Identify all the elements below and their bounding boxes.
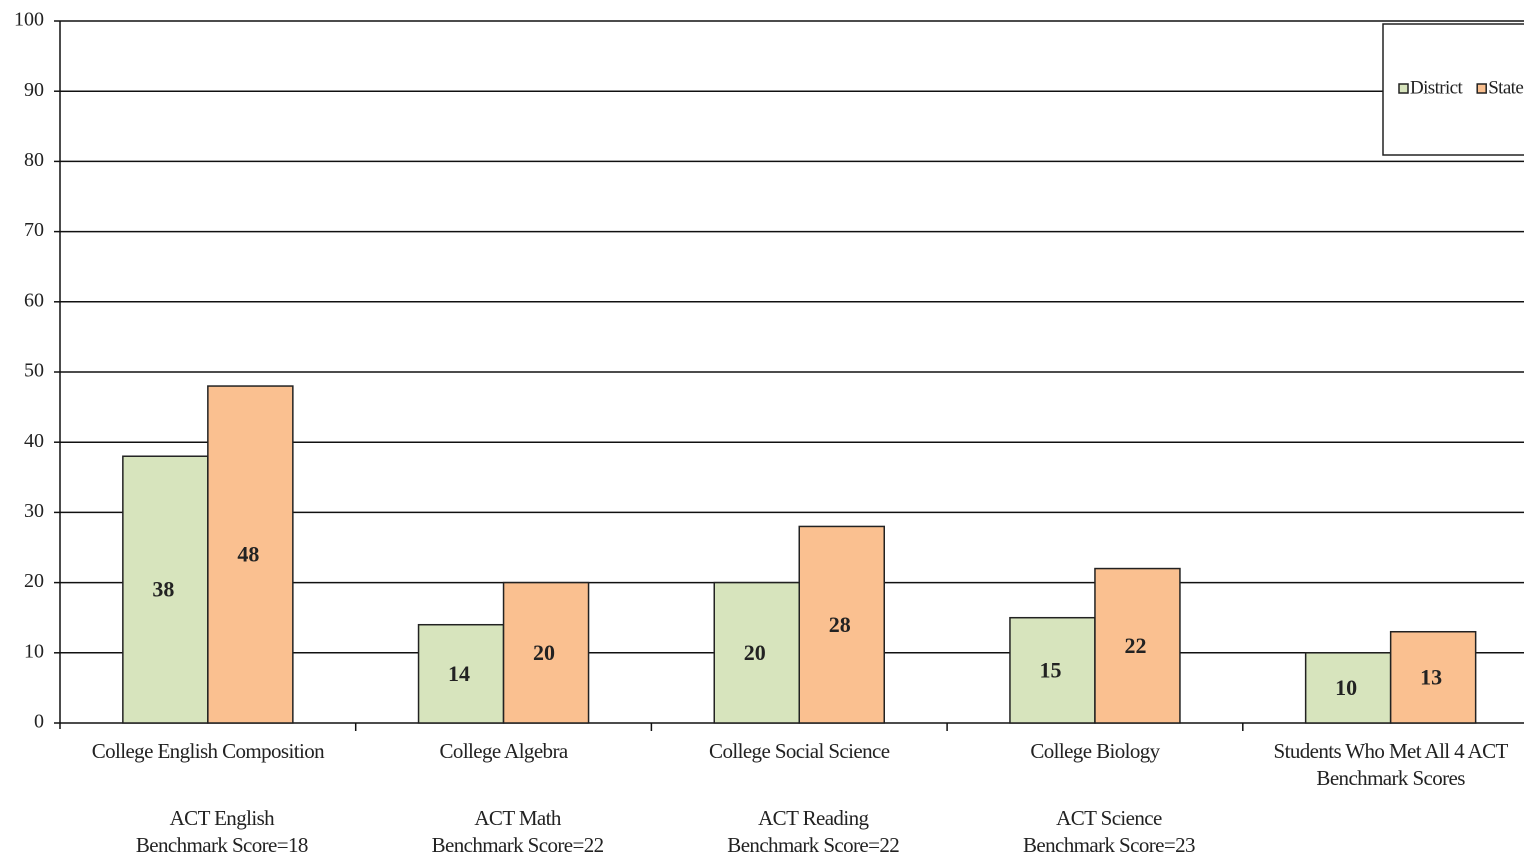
y-tick-label: 90: [24, 79, 44, 101]
benchmark-score: Benchmark Score=22: [431, 833, 605, 857]
data-label: 48: [237, 542, 259, 567]
data-label: 15: [1039, 657, 1061, 682]
data-label: 38: [152, 577, 174, 602]
bar: [502, 581, 590, 724]
bar: [207, 385, 294, 724]
benchmark-score: Benchmark Score=18: [135, 833, 309, 857]
data-label: 20: [744, 640, 766, 665]
data-label: 14: [448, 661, 470, 686]
bar: [1304, 652, 1392, 724]
bar: [1009, 616, 1096, 724]
benchmark-test: ACT Science: [1056, 806, 1162, 830]
legend-label: State: [1488, 77, 1523, 98]
y-tick-label: 30: [24, 500, 44, 522]
bar: [417, 623, 505, 724]
legend-label: District: [1410, 77, 1464, 98]
x-tick-label: College Algebra: [439, 739, 569, 763]
data-label: 28: [829, 612, 851, 637]
legend-swatch: [1398, 83, 1409, 94]
x-tick-label: Students Who Met All 4 ACT Benchmark Sco…: [1273, 739, 1509, 790]
y-tick-label: 70: [24, 219, 44, 241]
y-tick-label: 10: [24, 640, 44, 662]
x-tick-label: College Biology: [1030, 739, 1160, 763]
data-label: 10: [1335, 675, 1357, 700]
benchmark-test: ACT English: [169, 806, 275, 830]
y-tick-label: 100: [14, 9, 44, 31]
bar: [1389, 630, 1477, 724]
bar: [798, 525, 885, 724]
benchmark-test: ACT Reading: [758, 806, 869, 830]
legend-swatch: [1476, 83, 1487, 94]
data-label: 20: [533, 640, 555, 665]
y-tick-label: 40: [24, 430, 44, 452]
bar: [122, 455, 209, 724]
y-tick-label: 60: [24, 289, 44, 311]
y-tick-label: 50: [24, 360, 44, 382]
data-label: 13: [1420, 664, 1442, 689]
x-tick-label: College English Composition: [91, 739, 325, 763]
y-tick-label: 20: [24, 570, 44, 592]
benchmark-test: ACT Math: [474, 806, 561, 830]
y-tick-label: 0: [34, 711, 44, 733]
y-tick-label: 80: [24, 149, 44, 171]
bar: [1094, 567, 1181, 724]
x-tick-label: College Social Science: [709, 739, 890, 763]
data-label: 22: [1124, 633, 1146, 658]
benchmark-score: Benchmark Score=23: [1022, 833, 1196, 857]
benchmark-score: Benchmark Score=22: [727, 833, 900, 857]
